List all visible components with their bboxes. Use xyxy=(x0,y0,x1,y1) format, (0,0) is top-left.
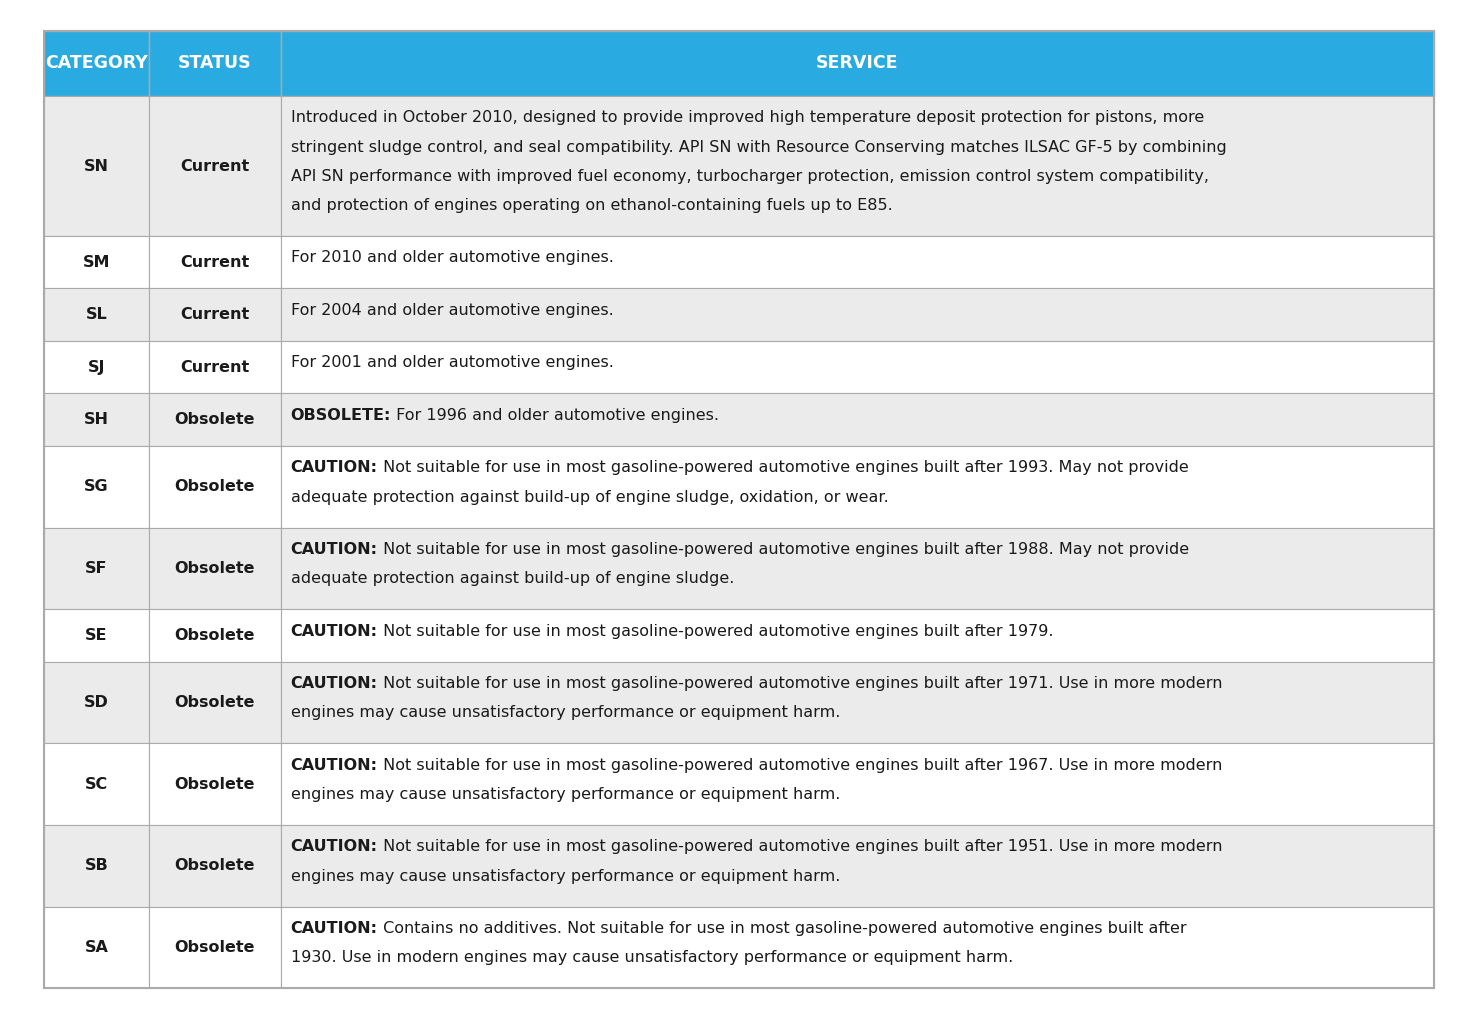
Text: For 2001 and older automotive engines.: For 2001 and older automotive engines. xyxy=(291,356,613,370)
Text: SA: SA xyxy=(84,941,108,955)
Bar xyxy=(148,744,281,825)
Text: CAUTION:: CAUTION: xyxy=(291,758,377,772)
Bar xyxy=(148,31,281,96)
Bar xyxy=(148,528,281,609)
Bar xyxy=(148,907,281,988)
Text: Obsolete: Obsolete xyxy=(174,695,254,710)
Text: Introduced in October 2010, designed to provide improved high temperature deposi: Introduced in October 2010, designed to … xyxy=(291,110,1203,125)
Bar xyxy=(148,825,281,907)
Bar xyxy=(281,31,1434,96)
Bar xyxy=(44,661,148,744)
Bar xyxy=(148,661,281,744)
Bar xyxy=(148,288,281,341)
Bar xyxy=(44,825,148,907)
Text: OBSOLETE:: OBSOLETE: xyxy=(291,408,390,423)
Text: Obsolete: Obsolete xyxy=(174,628,254,643)
Bar xyxy=(148,96,281,236)
Text: Obsolete: Obsolete xyxy=(174,858,254,873)
Text: engines may cause unsatisfactory performance or equipment harm.: engines may cause unsatisfactory perform… xyxy=(291,787,840,802)
Bar xyxy=(148,236,281,288)
Text: SD: SD xyxy=(84,695,109,710)
Text: engines may cause unsatisfactory performance or equipment harm.: engines may cause unsatisfactory perform… xyxy=(291,868,840,883)
Text: SC: SC xyxy=(84,776,108,792)
Bar xyxy=(281,907,1434,988)
Text: CAUTION:: CAUTION: xyxy=(291,461,377,475)
Text: Current: Current xyxy=(180,308,250,322)
Text: Not suitable for use in most gasoline-powered automotive engines built after 197: Not suitable for use in most gasoline-po… xyxy=(377,624,1052,639)
Bar xyxy=(44,907,148,988)
Text: Obsolete: Obsolete xyxy=(174,479,254,494)
Text: Not suitable for use in most gasoline-powered automotive engines built after 198: Not suitable for use in most gasoline-po… xyxy=(377,542,1188,557)
Text: stringent sludge control, and seal compatibility. API SN with Resource Conservin: stringent sludge control, and seal compa… xyxy=(291,140,1227,155)
Text: CAUTION:: CAUTION: xyxy=(291,921,377,936)
Bar xyxy=(281,661,1434,744)
Bar xyxy=(44,288,148,341)
Bar xyxy=(44,609,148,661)
Text: CAUTION:: CAUTION: xyxy=(291,542,377,557)
Text: Current: Current xyxy=(180,255,250,270)
Text: Not suitable for use in most gasoline-powered automotive engines built after 199: Not suitable for use in most gasoline-po… xyxy=(377,461,1188,475)
Text: SB: SB xyxy=(84,858,108,873)
Bar xyxy=(281,446,1434,528)
Text: SF: SF xyxy=(86,561,108,576)
Bar xyxy=(281,96,1434,236)
Text: Not suitable for use in most gasoline-powered automotive engines built after 197: Not suitable for use in most gasoline-po… xyxy=(377,677,1222,691)
Text: SM: SM xyxy=(83,255,111,270)
Bar xyxy=(281,744,1434,825)
Text: Contains no additives. Not suitable for use in most gasoline-powered automotive : Contains no additives. Not suitable for … xyxy=(377,921,1187,936)
Text: engines may cause unsatisfactory performance or equipment harm.: engines may cause unsatisfactory perform… xyxy=(291,705,840,720)
Text: Not suitable for use in most gasoline-powered automotive engines built after 196: Not suitable for use in most gasoline-po… xyxy=(377,758,1222,772)
Bar xyxy=(148,609,281,661)
Bar xyxy=(281,341,1434,393)
Text: Obsolete: Obsolete xyxy=(174,413,254,427)
Text: SN: SN xyxy=(84,159,109,173)
Text: For 1996 and older automotive engines.: For 1996 and older automotive engines. xyxy=(390,408,718,423)
Text: SG: SG xyxy=(84,479,109,494)
Bar xyxy=(148,446,281,528)
Text: Current: Current xyxy=(180,159,250,173)
Text: Current: Current xyxy=(180,360,250,375)
Bar xyxy=(281,393,1434,446)
Text: Obsolete: Obsolete xyxy=(174,941,254,955)
Bar xyxy=(148,341,281,393)
Text: CAUTION:: CAUTION: xyxy=(291,840,377,855)
Text: SJ: SJ xyxy=(87,360,105,375)
Text: Not suitable for use in most gasoline-powered automotive engines built after 195: Not suitable for use in most gasoline-po… xyxy=(377,840,1222,855)
Bar xyxy=(148,393,281,446)
Bar xyxy=(281,825,1434,907)
Text: CATEGORY: CATEGORY xyxy=(44,54,148,72)
Bar xyxy=(44,341,148,393)
Text: SERVICE: SERVICE xyxy=(816,54,899,72)
Text: 1930. Use in modern engines may cause unsatisfactory performance or equipment ha: 1930. Use in modern engines may cause un… xyxy=(291,951,1012,965)
Bar xyxy=(44,31,148,96)
Bar xyxy=(281,236,1434,288)
Text: adequate protection against build-up of engine sludge.: adequate protection against build-up of … xyxy=(291,572,735,586)
Text: For 2004 and older automotive engines.: For 2004 and older automotive engines. xyxy=(291,303,613,318)
Bar xyxy=(44,393,148,446)
Text: SE: SE xyxy=(86,628,108,643)
Bar xyxy=(44,744,148,825)
Text: API SN performance with improved fuel economy, turbocharger protection, emission: API SN performance with improved fuel ec… xyxy=(291,169,1209,183)
Text: SL: SL xyxy=(86,308,108,322)
Text: STATUS: STATUS xyxy=(177,54,251,72)
Bar xyxy=(44,446,148,528)
Bar xyxy=(44,236,148,288)
Text: Obsolete: Obsolete xyxy=(174,561,254,576)
Text: and protection of engines operating on ethanol-containing fuels up to E85.: and protection of engines operating on e… xyxy=(291,198,893,213)
Bar xyxy=(44,528,148,609)
Bar xyxy=(281,609,1434,661)
Text: Obsolete: Obsolete xyxy=(174,776,254,792)
Text: SH: SH xyxy=(84,413,109,427)
Text: adequate protection against build-up of engine sludge, oxidation, or wear.: adequate protection against build-up of … xyxy=(291,489,888,504)
Text: CAUTION:: CAUTION: xyxy=(291,677,377,691)
Text: CAUTION:: CAUTION: xyxy=(291,624,377,639)
Bar xyxy=(281,288,1434,341)
Bar xyxy=(44,96,148,236)
Text: For 2010 and older automotive engines.: For 2010 and older automotive engines. xyxy=(291,251,613,265)
Bar xyxy=(281,528,1434,609)
